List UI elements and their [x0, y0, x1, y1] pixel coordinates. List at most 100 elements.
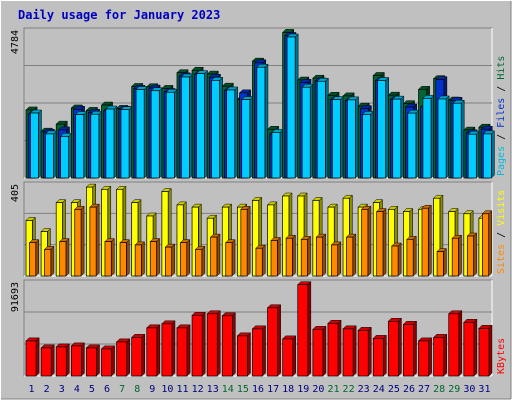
bar-pages-day-11: [180, 73, 194, 179]
legend-entry: Files: [496, 98, 507, 128]
day-label: 4: [74, 384, 80, 395]
day-label: 12: [192, 384, 204, 395]
bar-pages-day-28: [437, 95, 450, 179]
day-label: 6: [104, 384, 110, 395]
bar-pages-day-31: [482, 130, 496, 179]
day-label: 14: [222, 384, 234, 395]
bar-sites-day-8: [134, 241, 146, 277]
bar-pages-day-12: [195, 70, 209, 179]
bar-pages-day-25: [392, 95, 405, 179]
bar-sites-day-15: [240, 205, 251, 277]
bar-pages-day-7: [120, 106, 133, 179]
day-label: 23: [358, 384, 370, 395]
day-label: 8: [134, 384, 140, 395]
bar-kbytes-day-27: [417, 337, 433, 377]
bar-sites-day-20: [315, 233, 327, 277]
panel-visits-sites: 405 Sites / Visits: [10, 181, 507, 277]
bar-kbytes-day-22: [342, 325, 357, 377]
bar-sites-day-14: [225, 239, 236, 277]
bar-kbytes-day-14: [221, 312, 236, 377]
panels-layer: 4784 Pages / Files / Hits 405 Sites / Visit…: [10, 27, 507, 377]
legend-entry: Hits: [496, 56, 507, 80]
bar-pages-day-21: [331, 95, 345, 179]
day-label: 15: [237, 384, 249, 395]
bar-sites-day-7: [119, 239, 130, 277]
bar-pages-day-19: [301, 83, 314, 179]
bar-pages-day-24: [377, 76, 390, 179]
day-label: 27: [418, 384, 430, 395]
bar-kbytes-day-9: [146, 324, 161, 377]
day-label: 13: [207, 384, 219, 395]
day-label: 5: [89, 384, 95, 395]
bar-kbytes-day-21: [327, 319, 342, 377]
bar-pages-day-23: [361, 110, 375, 179]
bar-sites-day-28: [436, 247, 447, 277]
day-label: 11: [176, 384, 188, 395]
bar-pages-day-16: [256, 63, 269, 179]
day-label: 28: [433, 384, 445, 395]
bar-kbytes-day-6: [100, 345, 116, 377]
bar-kbytes-day-11: [176, 324, 191, 377]
day-labels: 1 2 3 4 5 6 7 8 9 10 11 12 13 14 15 16 17 18 19 20 21 22 23 24 2…: [29, 384, 491, 395]
legend-entry: Visits: [496, 190, 507, 226]
bar-pages-day-29: [452, 99, 465, 179]
legend-entry: Sites: [496, 244, 507, 274]
day-label: 22: [343, 384, 355, 395]
day-label: 10: [161, 384, 173, 395]
bar-pages-day-4: [75, 110, 88, 179]
bar-pages-day-9: [150, 87, 163, 179]
bar-sites-day-29: [451, 234, 463, 277]
day-label: 24: [373, 384, 385, 395]
bar-pages-day-18: [286, 33, 299, 179]
bar-pages-day-6: [105, 105, 118, 179]
bar-sites-day-16: [255, 244, 266, 277]
bar-sites-day-5: [89, 203, 100, 277]
bar-sites-day-22: [345, 233, 357, 277]
bar-pages-day-20: [316, 77, 329, 179]
bar-sites-day-19: [300, 235, 312, 277]
bar-sites-day-26: [406, 235, 417, 277]
bar-sites-day-17: [270, 236, 281, 277]
bar-kbytes-day-12: [191, 311, 206, 377]
legend: Pages / Files / Hits: [496, 56, 507, 176]
bar-pages-day-10: [165, 88, 178, 179]
bar-kbytes-day-3: [55, 343, 70, 377]
bar-kbytes-day-4: [70, 342, 85, 377]
bar-kbytes-day-1: [25, 337, 40, 377]
bar-kbytes-day-17: [266, 304, 282, 377]
day-label: 1: [29, 384, 35, 395]
bar-kbytes-day-25: [387, 317, 403, 377]
ymax-label: 4784: [10, 30, 21, 54]
day-label: 17: [267, 384, 279, 395]
bar-sites-day-11: [179, 239, 191, 277]
bar-sites-day-25: [391, 242, 402, 277]
day-label: 18: [282, 384, 294, 395]
bar-sites-day-12: [194, 245, 206, 277]
bar-kbytes-day-18: [282, 335, 297, 377]
day-label: 26: [403, 384, 415, 395]
legend-entry: /: [496, 80, 507, 98]
bar-kbytes-day-5: [85, 344, 101, 377]
bar-pages-day-1: [29, 109, 43, 179]
bar-pages-day-22: [346, 96, 360, 179]
legend: KBytes: [496, 338, 507, 374]
bar-pages-day-3: [59, 132, 73, 179]
bar-pages-day-13: [210, 76, 224, 179]
chart-title: Daily usage for January 2023: [18, 8, 220, 22]
bar-pages-day-26: [407, 109, 420, 179]
bar-pages-day-30: [467, 130, 480, 179]
day-label: 30: [463, 384, 475, 395]
bar-sites-day-23: [360, 205, 372, 277]
bar-kbytes-day-10: [161, 320, 176, 377]
bar-sites-day-10: [164, 243, 176, 277]
bar-pages-day-8: [135, 85, 148, 179]
day-label: 31: [478, 384, 490, 395]
bar-sites-day-13: [210, 233, 221, 277]
bar-kbytes-day-15: [236, 332, 252, 377]
bar-kbytes-day-24: [372, 334, 387, 377]
bar-sites-day-1: [28, 239, 40, 277]
day-label: 16: [252, 384, 264, 395]
day-label: 9: [149, 384, 155, 395]
bar-kbytes-day-20: [312, 325, 327, 377]
legend-entry: /: [496, 226, 507, 244]
